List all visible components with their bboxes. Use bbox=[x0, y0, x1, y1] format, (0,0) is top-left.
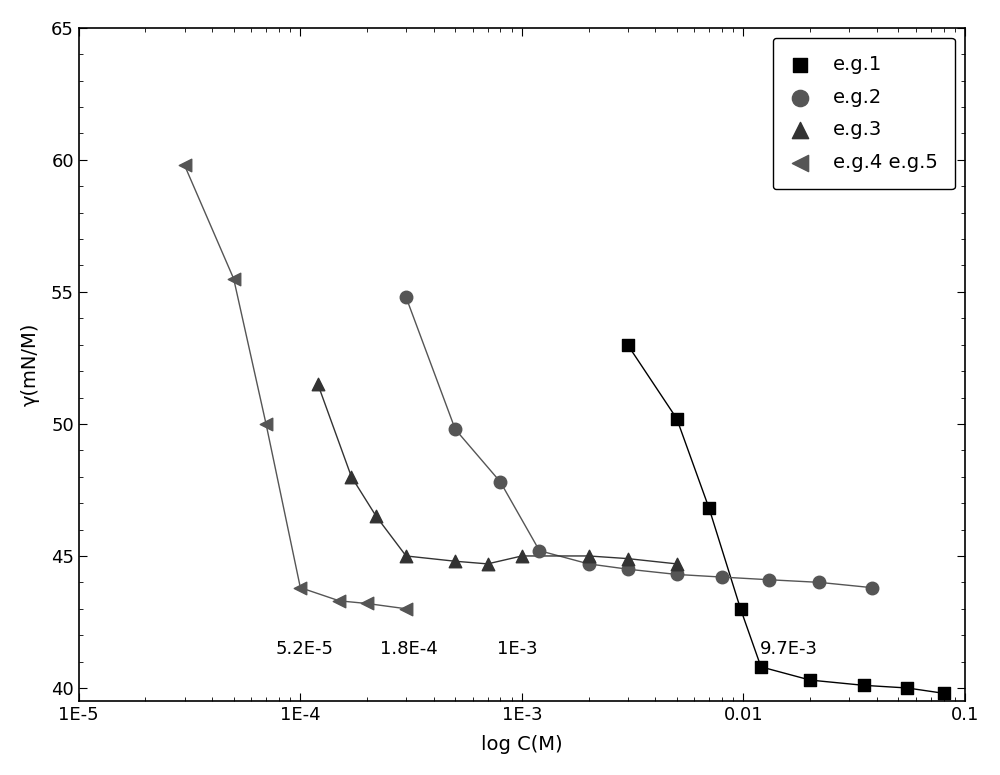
e.g.4 e.g.5 bbox=[359, 598, 375, 610]
e.g.1 bbox=[899, 682, 915, 694]
Text: 5.2E-5: 5.2E-5 bbox=[276, 640, 334, 659]
e.g.2 bbox=[581, 558, 597, 570]
e.g.2 bbox=[714, 571, 730, 584]
e.g.3 bbox=[343, 470, 359, 483]
e.g.1 bbox=[620, 339, 636, 351]
e.g.3 bbox=[480, 558, 496, 570]
e.g.4 e.g.5 bbox=[226, 273, 242, 285]
e.g.4 e.g.5 bbox=[292, 581, 308, 594]
e.g.3 bbox=[447, 555, 463, 567]
e.g.1 bbox=[733, 603, 749, 615]
e.g.1 bbox=[753, 660, 769, 673]
e.g.1 bbox=[669, 412, 685, 425]
e.g.3 bbox=[398, 549, 414, 562]
Text: 1E-3: 1E-3 bbox=[497, 640, 537, 659]
Y-axis label: γ(mN/M): γ(mN/M) bbox=[21, 323, 40, 406]
e.g.2 bbox=[398, 291, 414, 303]
e.g.3 bbox=[620, 553, 636, 565]
e.g.4 e.g.5 bbox=[258, 418, 274, 430]
e.g.2 bbox=[811, 576, 827, 588]
Text: 9.7E-3: 9.7E-3 bbox=[760, 640, 818, 659]
X-axis label: log C(M): log C(M) bbox=[481, 735, 563, 754]
Legend: e.g.1, e.g.2, e.g.3, e.g.4 e.g.5: e.g.1, e.g.2, e.g.3, e.g.4 e.g.5 bbox=[773, 37, 955, 189]
e.g.3 bbox=[581, 549, 597, 562]
e.g.4 e.g.5 bbox=[177, 159, 193, 171]
e.g.2 bbox=[669, 568, 685, 580]
e.g.2 bbox=[864, 581, 880, 594]
e.g.4 e.g.5 bbox=[398, 603, 414, 615]
e.g.2 bbox=[531, 545, 547, 557]
e.g.1 bbox=[802, 674, 818, 687]
e.g.3 bbox=[368, 510, 384, 522]
Text: 1.8E-4: 1.8E-4 bbox=[380, 640, 438, 659]
e.g.3 bbox=[514, 549, 530, 562]
e.g.4 e.g.5 bbox=[331, 594, 347, 607]
e.g.1 bbox=[856, 679, 872, 691]
e.g.2 bbox=[761, 574, 777, 586]
e.g.1 bbox=[936, 687, 952, 700]
e.g.2 bbox=[447, 423, 463, 436]
e.g.1 bbox=[701, 502, 717, 515]
e.g.3 bbox=[669, 558, 685, 570]
e.g.2 bbox=[620, 563, 636, 575]
e.g.2 bbox=[492, 476, 508, 488]
e.g.3 bbox=[310, 378, 326, 391]
